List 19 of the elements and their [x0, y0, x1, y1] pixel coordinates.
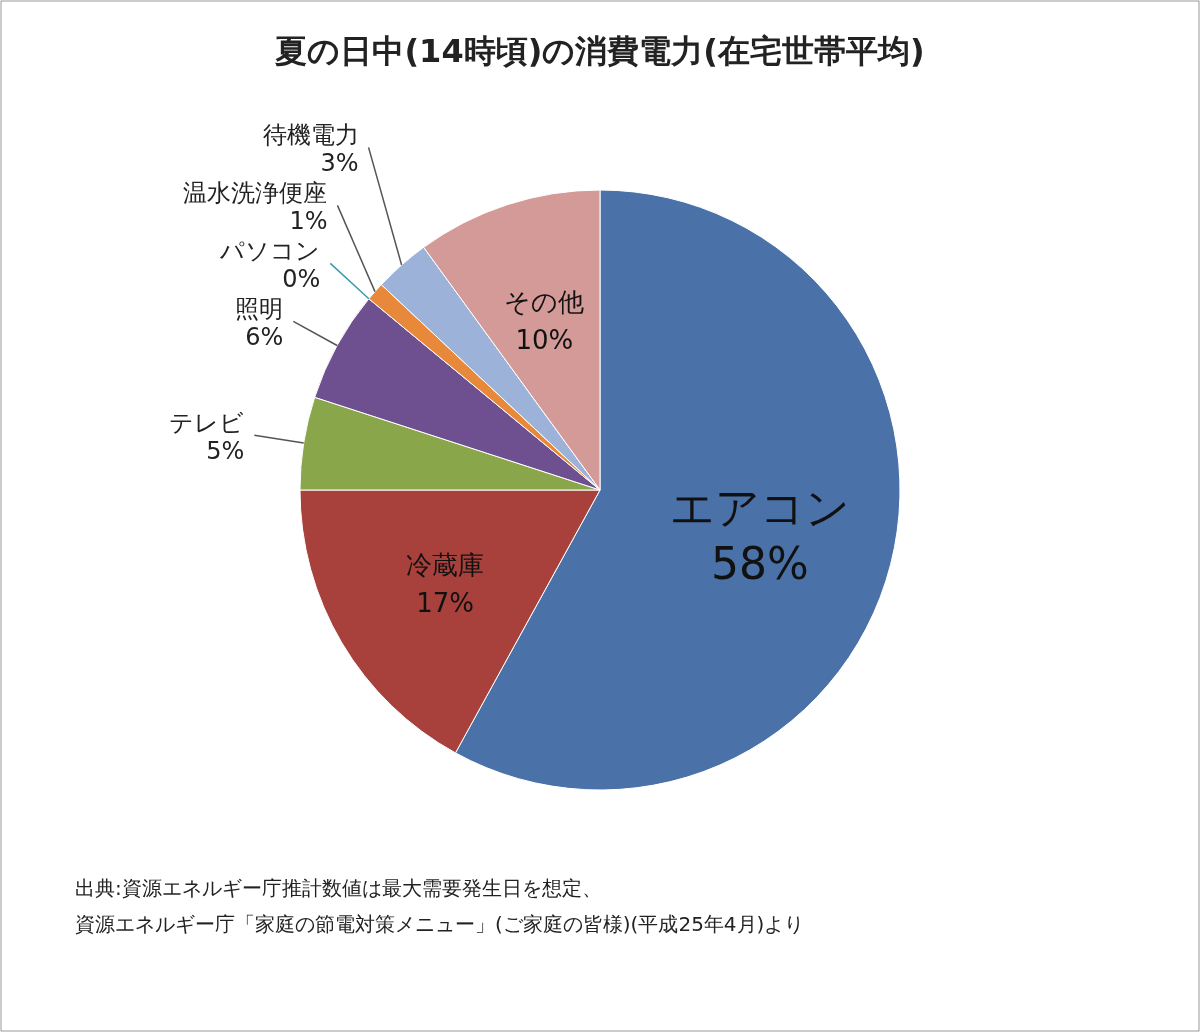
slice-label: 照明 [235, 295, 284, 324]
category-label: パソコン [220, 237, 321, 266]
slice-label: 温水洗浄便座 [183, 179, 328, 208]
text: 資源エネルギー庁「家庭の節電対策メニュー」(ご家庭の皆様)(平成25年4月)より [75, 912, 805, 936]
slice-label: 冷蔵庫 [406, 549, 485, 580]
data-label: 6% [245, 323, 284, 352]
data-label: 1% [289, 207, 328, 236]
chart-title: 夏の日中(14時頃)の消費電力(在宅世帯平均) [274, 32, 925, 70]
data-label: 10% [515, 324, 574, 355]
data-label: 5% [206, 437, 245, 466]
source-note: 出典:資源エネルギー庁推計数値は最大需要発生日を想定、 [75, 876, 602, 900]
data-label: 17% [416, 587, 474, 618]
slice-label: その他 [504, 286, 585, 317]
slice-label: エアコン [669, 482, 850, 534]
data-label: 3% [320, 149, 359, 178]
slice-label: テレビ [169, 409, 245, 438]
slice-label: 待機電力 [262, 121, 359, 150]
data-label: 58% [710, 538, 809, 590]
text: 0% [282, 265, 321, 294]
